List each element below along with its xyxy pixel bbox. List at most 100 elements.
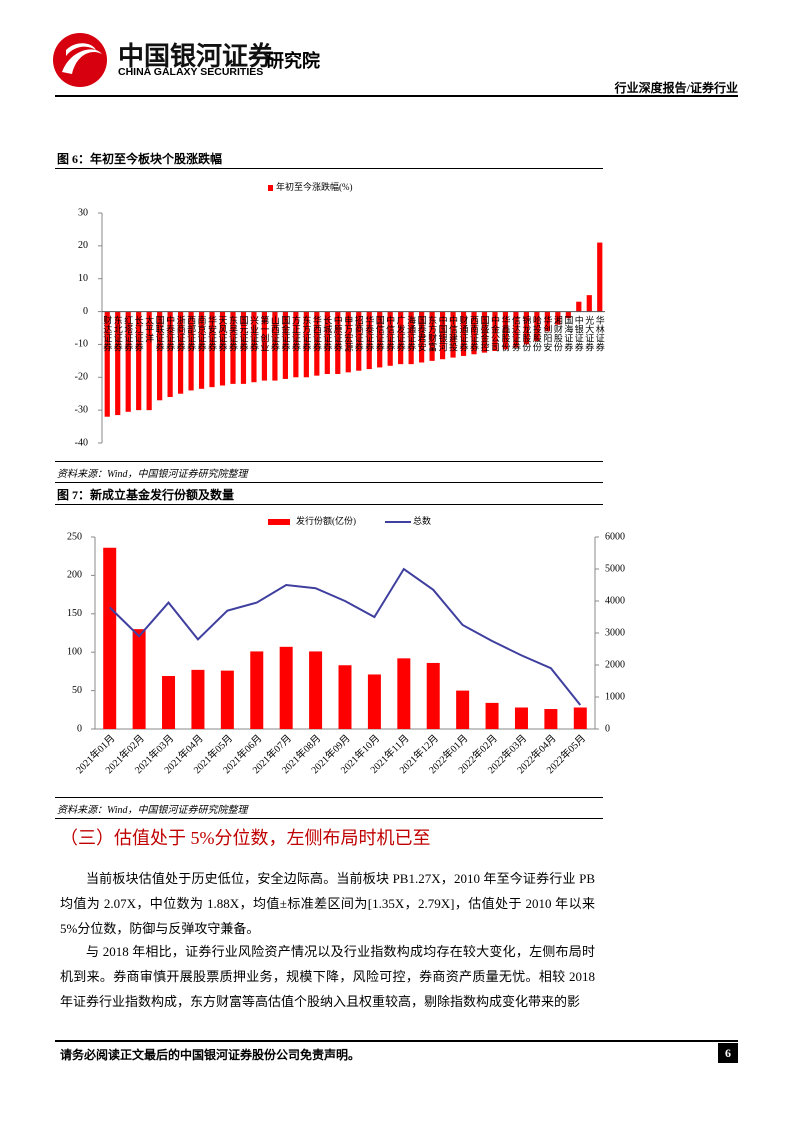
bar: [191, 669, 205, 729]
bar: [209, 311, 215, 388]
legend-label: 发行份额(亿份): [296, 515, 356, 526]
bar: [565, 311, 571, 319]
bar: [398, 311, 404, 365]
bar: [198, 311, 205, 389]
logo: [53, 33, 107, 87]
bar: [408, 311, 414, 365]
x-tick-label: 山西证券: [270, 315, 280, 352]
company-en: CHINA GALAXY SECURITIES: [118, 66, 264, 78]
bar: [387, 311, 393, 366]
paragraph: 当前板块估值处于历史低位，安全边际高。当前板块 PB1.27X，2010 年至今…: [60, 871, 595, 936]
x-tick-label: 国泰君安: [417, 315, 427, 352]
y-tick-label: 250: [67, 531, 82, 542]
bar: [502, 311, 509, 350]
bar: [177, 311, 184, 394]
legend-label: 总数: [413, 515, 431, 526]
bar: [293, 311, 299, 378]
x-tick-label: 湘财股份: [553, 314, 563, 352]
x-tick-label: 中金公司: [490, 314, 500, 351]
y2-tick-label: 4000: [605, 595, 625, 606]
x-tick-label: 西部证券: [186, 315, 196, 352]
x-tick-label: 信达证券: [511, 314, 521, 352]
bar: [115, 311, 121, 416]
bar: [251, 311, 257, 383]
bar: [481, 311, 488, 353]
line: [109, 567, 582, 706]
y-tick-label: -20: [75, 372, 88, 383]
y2-tick-label: 0: [605, 723, 610, 734]
bar: [450, 311, 456, 358]
y-tick-label: -10: [75, 339, 88, 350]
x-tick-label: 天风证券: [218, 316, 228, 353]
x-tick-label: 方正证券: [291, 314, 301, 352]
bar: [471, 311, 477, 355]
header-rule: [55, 95, 738, 97]
x-tick-label: 南京证券: [197, 314, 207, 352]
bar: [397, 658, 411, 729]
x-tick-label: 哈投股份: [532, 314, 542, 352]
rule: [55, 168, 603, 169]
source: 资料来源：Wind，中国银河证券研究院整理: [57, 469, 248, 480]
bar: [513, 311, 519, 348]
bar: [146, 311, 152, 411]
x-tick-label: 中泰证券: [165, 314, 175, 352]
paragraph: 与 2018 年相比，证券行业风险资产情况以及行业指数构成均存在较大变化，左侧布…: [60, 944, 595, 1009]
x-tick-label: 兴业证券: [249, 315, 259, 352]
bar: [261, 311, 268, 381]
bar: [103, 547, 117, 729]
chart: -40 -30 -20 -10 0 10 20 30 年初至今涨跌幅(%) 财达证券 东北证券 红塔证…: [75, 181, 605, 448]
disclaimer: 请务必阅读正文最后的中国银河证券股份公司免责声明。: [60, 1048, 361, 1062]
chart: 0 50 100 150 200 250 0 1000 2000 3000 4000 5000 6000…: [67, 515, 625, 776]
institute: 研究院: [266, 51, 320, 72]
x-tick-label: 东吴证券: [228, 314, 238, 352]
x-tick-label: 国海证券: [563, 315, 573, 352]
x-tick-label: 国元证券: [238, 315, 248, 352]
bar: [136, 311, 142, 411]
x-tick-label: 财达证券: [102, 314, 112, 352]
x-tick-label: 第一创业: [259, 314, 269, 351]
bar: [439, 311, 446, 360]
page-number: 6: [718, 1043, 738, 1063]
x-tick-label: 国盛金控: [479, 315, 489, 352]
bar: [426, 662, 440, 729]
x-tick-label: 太平洋: [144, 314, 154, 343]
bar: [335, 311, 341, 374]
rule: [55, 818, 603, 819]
x-tick-label: 国联证券: [155, 315, 165, 352]
x-tick-label: 东方财富: [427, 314, 437, 351]
x-tick-label: 华鑫股份: [500, 314, 510, 352]
x-tick-label: 海通证券: [406, 314, 416, 352]
x-tick-label: 中原证券: [333, 314, 343, 352]
rule: [55, 797, 603, 798]
x-tick-label: 广发证券: [396, 314, 406, 352]
bar: [157, 311, 163, 401]
x-tick-label: 东北证券: [113, 314, 123, 352]
bar: [309, 651, 323, 729]
bar: [514, 707, 528, 729]
x-tick-label: 华西证券: [312, 314, 322, 352]
x-tick-label: 长江证券: [134, 314, 144, 352]
legend-swatch: [268, 519, 290, 525]
x-tick-label: 中信证券: [385, 314, 395, 352]
bar: [220, 670, 234, 729]
bar: [240, 311, 247, 384]
y2-tick-label: 5000: [605, 563, 625, 574]
x-tick-label: 中国银河: [438, 314, 448, 351]
x-tick-label: 光大证券: [584, 314, 594, 352]
bar: [555, 311, 561, 325]
bar: [576, 301, 582, 312]
bar: [544, 709, 558, 729]
report-type: 行业深度报告/证券行业: [614, 81, 738, 95]
bar: [303, 311, 309, 378]
y2-tick-label: 2000: [605, 659, 625, 670]
y-tick-label: 30: [78, 207, 88, 218]
bar: [534, 311, 540, 342]
x-tick-label: 红塔证券: [123, 314, 133, 352]
bar: [279, 646, 293, 729]
bar: [282, 311, 288, 379]
rule: [55, 482, 603, 483]
bar: [132, 629, 146, 729]
bar: [544, 311, 550, 332]
figure-title: 图 6：年初至今板块个股涨跌幅: [57, 152, 223, 166]
y-tick-label: 100: [67, 646, 82, 657]
